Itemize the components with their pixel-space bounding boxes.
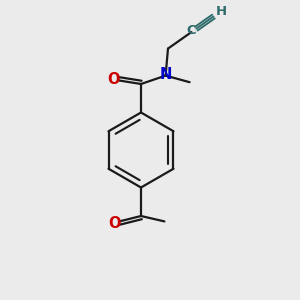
Text: H: H (215, 5, 226, 18)
Text: O: O (108, 216, 120, 231)
Text: N: N (159, 67, 172, 82)
Text: O: O (107, 72, 119, 87)
Text: C: C (186, 24, 196, 37)
